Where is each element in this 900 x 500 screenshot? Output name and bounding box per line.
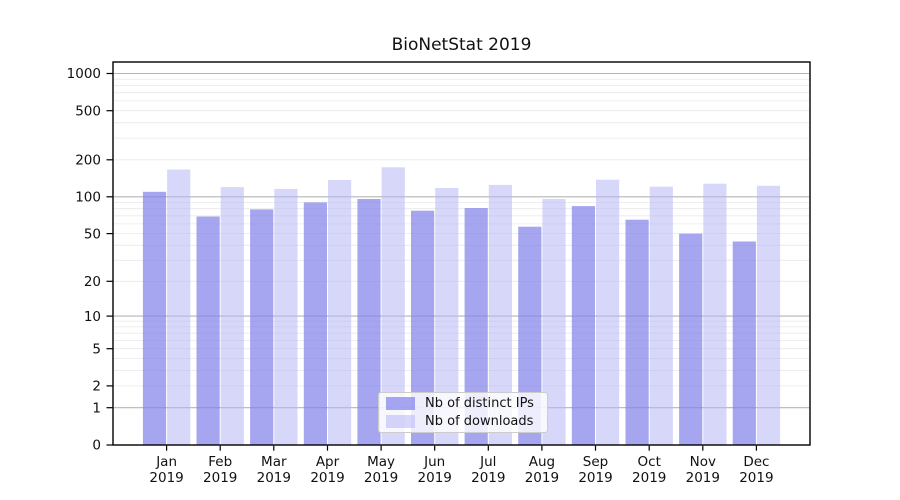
bar-distinct-ips-jan	[142, 191, 167, 445]
x-tick-label-year: 2019	[471, 470, 505, 486]
legend-label-downloads: Nb of downloads	[425, 413, 534, 429]
x-tick-label-year: 2019	[203, 470, 237, 486]
bar-downloads-dec	[756, 185, 781, 445]
y-tick-label: 1	[92, 400, 101, 416]
bar-downloads-mar	[274, 188, 298, 445]
x-tick-label-month: Dec	[743, 454, 769, 470]
x-tick-label-month: Jul	[479, 454, 496, 470]
bar-distinct-ips-aug	[518, 226, 542, 445]
y-tick-label: 5	[92, 341, 101, 357]
y-tick-label: 1000	[67, 66, 101, 82]
bar-downloads-jun	[435, 188, 459, 445]
chart-title: BioNetStat 2019	[391, 35, 532, 55]
bar-downloads-jan	[167, 169, 191, 445]
x-tick-label-year: 2019	[149, 470, 183, 486]
bar-distinct-ips-sep	[571, 206, 595, 445]
y-tick-label: 500	[75, 103, 101, 119]
bar-downloads-oct	[649, 186, 673, 445]
x-tick-label-month: Aug	[529, 454, 555, 470]
x-tick-label-month: Sep	[583, 454, 608, 470]
x-tick-label-year: 2019	[632, 470, 666, 486]
x-tick-label-month: Feb	[208, 454, 232, 470]
x-tick-label-month: Oct	[638, 454, 661, 470]
y-tick-label: 20	[84, 274, 101, 290]
plot-frame	[112, 61, 811, 446]
legend-label-distinct-ips: Nb of distinct IPs	[425, 396, 534, 412]
x-tick-label-month: Mar	[261, 454, 287, 470]
bar-downloads-may	[381, 167, 405, 445]
x-tick-label-month: Jun	[423, 454, 445, 470]
bar-distinct-ips-nov	[679, 233, 703, 445]
legend-swatch-downloads-icon	[386, 414, 415, 428]
x-tick-label-month: Jan	[155, 454, 177, 470]
bar-downloads-jul	[488, 184, 512, 445]
y-tick-label: 2	[92, 379, 101, 395]
x-tick-label-month: May	[367, 454, 395, 470]
bar-downloads-nov	[703, 183, 727, 445]
bar-distinct-ips-dec	[732, 241, 756, 445]
y-tick-label: 10	[84, 309, 101, 325]
x-tick-label-month: Nov	[690, 454, 716, 470]
legend-swatch-distinct-ips-icon	[386, 397, 415, 411]
legend-item-distinct-ips: Nb of distinct IPs	[386, 395, 540, 412]
x-tick-label-year: 2019	[525, 470, 559, 486]
legend: Nb of distinct IPs Nb of downloads	[378, 392, 548, 433]
y-tick-label: 200	[75, 153, 101, 169]
legend-item-downloads: Nb of downloads	[386, 413, 540, 430]
x-tick-label-year: 2019	[686, 470, 720, 486]
bar-downloads-sep	[596, 179, 620, 445]
bar-distinct-ips-oct	[625, 219, 649, 445]
y-tick-label: 50	[84, 226, 101, 242]
x-tick-label-year: 2019	[739, 470, 773, 486]
x-tick-label-year: 2019	[364, 470, 398, 486]
bar-downloads-feb	[220, 187, 244, 445]
bar-distinct-ips-jun	[411, 210, 435, 445]
x-tick-label-year: 2019	[310, 470, 344, 486]
bar-distinct-ips-mar	[250, 209, 274, 445]
x-tick-label-year: 2019	[418, 470, 452, 486]
x-tick-label-year: 2019	[578, 470, 612, 486]
bar-distinct-ips-feb	[196, 216, 220, 445]
y-tick-label: 100	[75, 190, 101, 206]
bar-distinct-ips-apr	[303, 202, 327, 445]
bar-distinct-ips-may	[357, 199, 381, 445]
bar-distinct-ips-jul	[464, 208, 488, 445]
x-tick-label-year: 2019	[257, 470, 291, 486]
bar-downloads-aug	[542, 199, 566, 445]
x-tick-label-month: Apr	[316, 454, 340, 470]
bar-downloads-apr	[328, 180, 352, 445]
y-tick-label: 0	[92, 438, 101, 454]
